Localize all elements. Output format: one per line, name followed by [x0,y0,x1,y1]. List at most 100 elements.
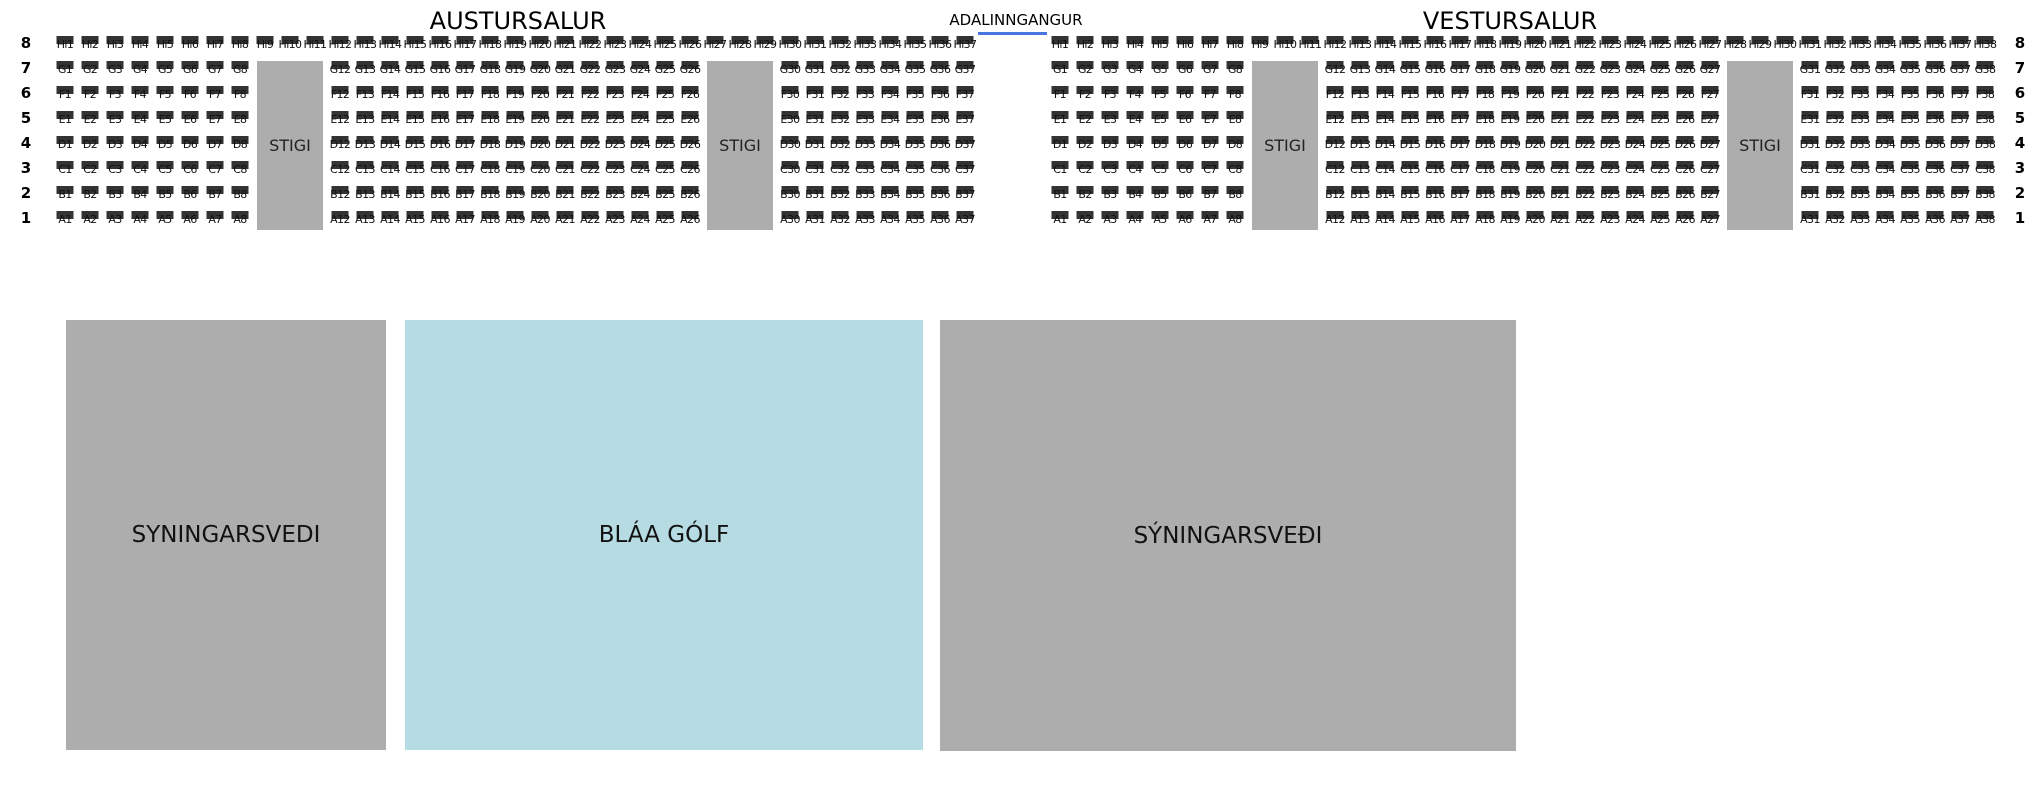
seat[interactable]: C26 [680,161,701,181]
seat[interactable]: C13 [355,161,376,181]
seat[interactable]: C15 [1400,161,1421,181]
seat[interactable]: A1 [1051,211,1069,231]
seat[interactable]: E14 [380,111,400,131]
seat[interactable]: Hi14 [1374,36,1397,56]
seat[interactable]: E12 [1325,111,1345,131]
seat[interactable]: Hi31 [804,36,827,56]
seat[interactable]: Hi23 [1599,36,1622,56]
seat[interactable]: C2 [81,161,99,181]
seat[interactable]: D34 [1875,136,1896,156]
seat[interactable]: D7 [206,136,224,156]
seat[interactable]: A23 [605,211,625,231]
seat[interactable]: Hi18 [1474,36,1497,56]
seat[interactable]: D21 [1550,136,1571,156]
seat[interactable]: Hi33 [1849,36,1872,56]
seat[interactable]: G21 [555,61,576,81]
seat[interactable]: F15 [406,86,425,106]
seat[interactable]: F4 [1126,86,1144,106]
seat[interactable]: C36 [1925,161,1946,181]
seat[interactable]: B5 [1151,186,1169,206]
seat[interactable]: D25 [655,136,676,156]
seat[interactable]: A25 [655,211,675,231]
seat[interactable]: B4 [1126,186,1144,206]
seat[interactable]: F3 [1101,86,1119,106]
seat[interactable]: Hi3 [106,36,124,56]
seat[interactable]: A24 [630,211,650,231]
seat[interactable]: Hi36 [1924,36,1947,56]
seat[interactable]: D23 [605,136,626,156]
seat[interactable]: A38 [1975,211,1995,231]
seat[interactable]: D5 [156,136,174,156]
seat[interactable]: D31 [805,136,826,156]
seat[interactable]: D19 [1500,136,1521,156]
seat[interactable]: Hi12 [329,36,352,56]
seat[interactable]: F4 [131,86,149,106]
seat[interactable]: D30 [780,136,801,156]
seat[interactable]: A20 [530,211,550,231]
seat[interactable]: Hi27 [1699,36,1722,56]
seat[interactable]: E3 [106,111,124,131]
seat[interactable]: E3 [1101,111,1119,131]
seat[interactable]: Hi19 [504,36,527,56]
seat[interactable]: C27 [1700,161,1721,181]
seat[interactable]: F17 [456,86,475,106]
seat[interactable]: E21 [1550,111,1570,131]
seat[interactable]: F5 [156,86,174,106]
seat[interactable]: F22 [581,86,600,106]
seat[interactable]: E33 [1850,111,1870,131]
seat[interactable]: A24 [1625,211,1645,231]
seat[interactable]: E22 [1575,111,1595,131]
seat[interactable]: A13 [1350,211,1370,231]
seat[interactable]: F16 [1426,86,1445,106]
seat[interactable]: F12 [1326,86,1345,106]
seat[interactable]: B18 [1475,186,1495,206]
seat[interactable]: G14 [380,61,401,81]
seat[interactable]: G25 [655,61,676,81]
seat[interactable]: G8 [231,61,249,81]
seat[interactable]: G36 [1925,61,1946,81]
seat[interactable]: B33 [855,186,875,206]
seat[interactable]: A7 [206,211,224,231]
seat[interactable]: C32 [1825,161,1846,181]
seat[interactable]: D27 [1700,136,1721,156]
seat[interactable]: B2 [81,186,99,206]
seat[interactable]: F20 [1526,86,1545,106]
seat[interactable]: Hi29 [1749,36,1772,56]
seat[interactable]: G3 [106,61,124,81]
seat[interactable]: E18 [1475,111,1495,131]
seat[interactable]: Hi35 [1899,36,1922,56]
seat[interactable]: B27 [1700,186,1720,206]
seat[interactable]: C23 [1600,161,1621,181]
seat[interactable]: A3 [1101,211,1119,231]
seat[interactable]: C24 [1625,161,1646,181]
seat[interactable]: B7 [206,186,224,206]
seat[interactable]: G15 [1400,61,1421,81]
seat[interactable]: G18 [1475,61,1496,81]
seat[interactable]: B15 [405,186,425,206]
seat[interactable]: G1 [1051,61,1069,81]
seat[interactable]: Hi31 [1799,36,1822,56]
seat[interactable]: C20 [530,161,551,181]
seat[interactable]: F6 [181,86,199,106]
seat[interactable]: Hi33 [854,36,877,56]
seat[interactable]: E19 [1500,111,1520,131]
seat[interactable]: Hi3 [1101,36,1119,56]
seat[interactable]: A18 [480,211,500,231]
seat[interactable]: E25 [655,111,675,131]
seat[interactable]: D36 [1925,136,1946,156]
seat[interactable]: B37 [1950,186,1970,206]
seat[interactable]: D13 [1350,136,1371,156]
seat[interactable]: G38 [1975,61,1996,81]
seat[interactable]: A2 [1076,211,1094,231]
seat[interactable]: Hi8 [1226,36,1244,56]
seat[interactable]: D2 [81,136,99,156]
seat[interactable]: F37 [956,86,975,106]
seat[interactable]: B26 [1675,186,1695,206]
seat[interactable]: B24 [630,186,650,206]
seat[interactable]: A6 [181,211,199,231]
seat[interactable]: E24 [1625,111,1645,131]
seat[interactable]: F3 [106,86,124,106]
seat[interactable]: B33 [1850,186,1870,206]
seat[interactable]: D16 [430,136,451,156]
seat[interactable]: F1 [56,86,74,106]
